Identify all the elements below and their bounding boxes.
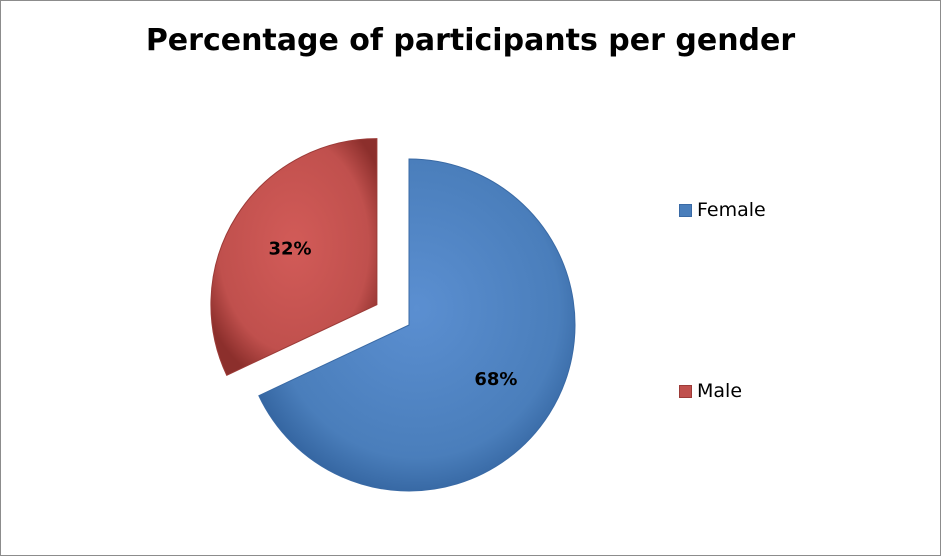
legend-swatch-female bbox=[679, 203, 692, 217]
legend-item-male: Male bbox=[679, 380, 742, 402]
legend-swatch-male bbox=[679, 384, 692, 398]
legend-label-female: Female bbox=[697, 199, 766, 221]
pie-slice-female bbox=[258, 158, 576, 492]
data-label-male: 32% bbox=[268, 238, 311, 259]
legend: Female Male bbox=[679, 1, 899, 555]
chart-title: Percentage of participants per gender bbox=[145, 23, 796, 58]
legend-label-male: Male bbox=[697, 380, 743, 402]
data-label-female: 68% bbox=[474, 369, 517, 390]
legend-item-female: Female bbox=[679, 199, 766, 221]
pie-slice-male bbox=[210, 138, 378, 376]
